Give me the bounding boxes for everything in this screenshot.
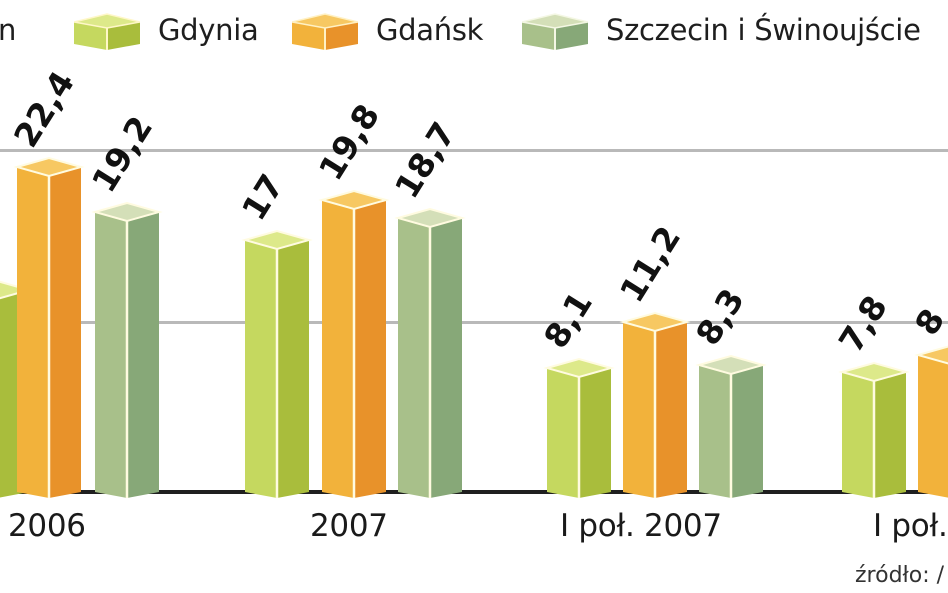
bar-gdansk	[13, 156, 85, 498]
value-label: 8	[906, 301, 948, 342]
category-label: I poł.	[873, 508, 948, 544]
legend-label: Gdynia	[158, 13, 259, 47]
value-label: 22,4	[5, 64, 83, 154]
cube-icon	[522, 13, 588, 50]
value-label: 19,2	[83, 109, 161, 199]
value-label: 11,2	[611, 219, 689, 309]
cube-icon	[292, 13, 358, 50]
value-label: 8,1	[535, 284, 600, 355]
gridline-10	[0, 321, 948, 324]
legend-item-gdynia: Gdynia	[74, 10, 259, 50]
value-label: 18,7	[386, 115, 464, 205]
bar-gdansk	[619, 311, 691, 498]
bar-gdynia	[543, 357, 615, 498]
value-label: 17	[233, 167, 292, 227]
bar-gdynia	[838, 361, 910, 498]
gridline-20	[0, 149, 948, 152]
legend-item-szczecin: Szczecin i Świnoujście	[522, 10, 921, 50]
bar-szczecin	[91, 201, 163, 498]
value-label: 8,3	[687, 281, 752, 352]
x-axis-baseline	[0, 490, 948, 494]
bar-gdansk	[914, 345, 948, 498]
legend-label: Gdańsk	[376, 13, 484, 47]
bar-szczecin	[695, 354, 767, 498]
category-label: 2006	[8, 508, 86, 544]
value-label: 19,8	[310, 97, 388, 187]
value-label: 7,8	[830, 288, 895, 359]
bar-gdansk	[318, 189, 390, 498]
cube-icon	[74, 13, 140, 50]
category-label: I poł. 2007	[560, 508, 722, 544]
bar-gdynia	[241, 229, 313, 498]
legend: n Gdynia Gdańsk Szczecin i Świnoujście	[0, 0, 948, 62]
legend-label: Szczecin i Świnoujście	[606, 13, 921, 47]
legend-item-gdansk: Gdańsk	[292, 10, 483, 50]
category-label: 2007	[310, 508, 388, 544]
legend-item-partial: n	[0, 10, 16, 50]
legend-label: n	[0, 13, 17, 47]
bar-szczecin	[394, 207, 466, 498]
source-note: źródło: /	[855, 563, 945, 588]
